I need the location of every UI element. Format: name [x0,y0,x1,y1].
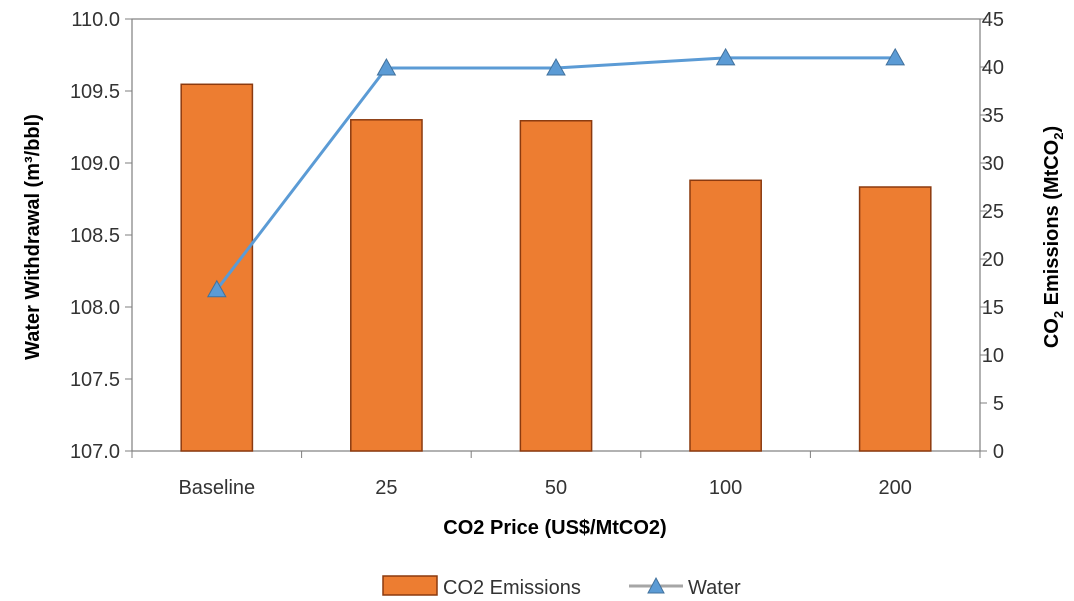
bar-25 [350,119,423,452]
x-axis-ticks: Baseline 25 50 100 200 [131,451,981,499]
right-axis-title: CO2 Emissions (MtCO2) [1041,126,1066,348]
left-axis-title: Water Withdrawal (m³/bbl) [22,114,44,360]
x-tick-label: 100 [709,477,742,499]
right-tick-label: 0 [993,441,1004,463]
right-tick-label: 40 [982,57,1004,79]
left-tick-label: 108.5 [70,225,120,247]
right-axis-title-part3: ) [1041,126,1063,133]
right-tick-label: 25 [982,201,1004,223]
legend: CO2 Emissions Water [382,575,741,599]
right-axis-title-subscript2: 2 [1051,133,1066,140]
left-tick-label: 107.0 [70,441,120,463]
x-tick-label: Baseline [178,477,255,499]
left-tick-label: 109.0 [70,153,120,175]
water-marker-100 [715,47,736,66]
x-tick-label: 200 [879,477,912,499]
water-marker-50 [546,57,566,76]
water-marker-25 [376,57,397,76]
bar-series [180,83,932,452]
right-tick-label: 15 [982,297,1004,319]
legend-bar-label: CO2 Emissions [443,577,581,599]
water-marker-baseline [206,279,227,298]
right-axis-title-part1: CO [1041,318,1063,348]
bar-100 [689,179,762,452]
bar-baseline [180,83,254,452]
legend-bar-swatch [382,575,438,596]
x-axis-title: CO2 Price (US$/MtCO2) [443,517,666,539]
left-tick-label: 110.0 [71,9,120,31]
left-tick-label: 108.0 [70,297,120,319]
left-tick-label: 107.5 [70,369,120,391]
right-tick-label: 30 [982,153,1004,175]
bar-50 [519,120,593,452]
right-tick-label: 10 [982,345,1004,367]
right-tick-label: 5 [993,393,1004,415]
right-axis-title-subscript: 2 [1051,311,1066,318]
line-series [206,47,906,298]
right-axis-ticks: 0 5 10 15 20 25 30 35 40 45 [980,9,1004,463]
right-tick-label: 20 [982,249,1004,271]
legend-triangle-icon [647,576,665,594]
right-axis-title-part2: Emissions (MtCO [1041,140,1063,311]
legend-line-label: Water [688,577,741,599]
water-marker-200 [885,47,906,66]
right-tick-label: 35 [982,105,1004,127]
x-tick-label: 50 [545,477,567,499]
left-axis-ticks: 107.0 107.5 108.0 108.5 109.0 109.5 110.0 [70,9,132,463]
bar-200 [858,186,932,452]
left-tick-label: 109.5 [70,81,120,103]
right-tick-label: 45 [982,9,1004,31]
x-tick-label: 25 [375,477,397,499]
